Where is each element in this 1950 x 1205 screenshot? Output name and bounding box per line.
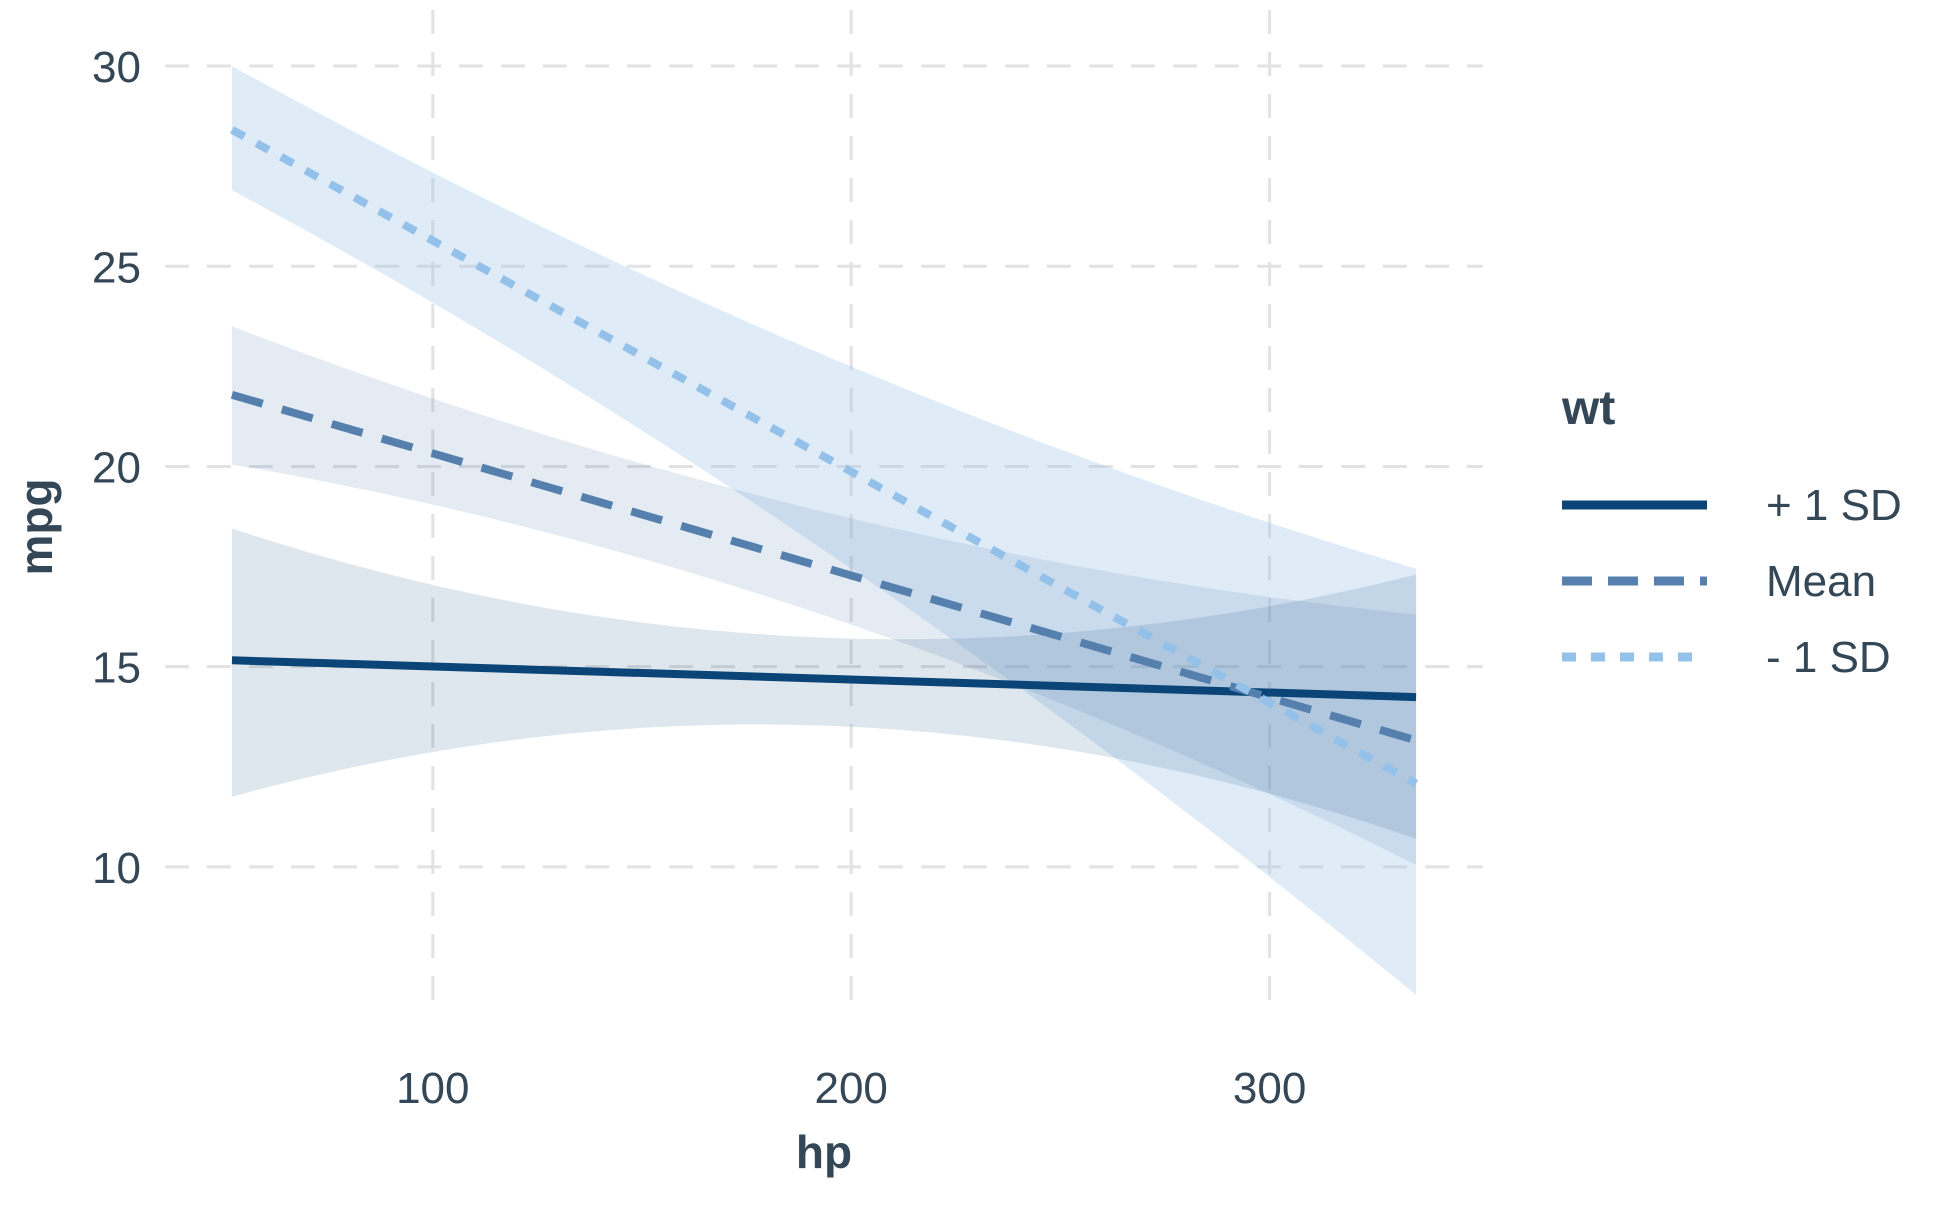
y-tick-label: 20 (92, 443, 141, 492)
legend-title: wt (1561, 382, 1615, 435)
y-axis-title: mpg (10, 478, 62, 575)
x-axis-title: hp (796, 1126, 852, 1178)
y-axis-tick-labels: 30 25 20 15 10 (92, 43, 141, 893)
legend-label: + 1 SD (1766, 481, 1902, 530)
x-tick-label: 200 (814, 1064, 887, 1113)
y-tick-label: 25 (92, 243, 141, 292)
legend-label: Mean (1766, 557, 1876, 606)
confidence-ribbons (231, 66, 1417, 996)
line-+1sd (231, 656, 1417, 702)
line--1sd (230, 126, 1418, 788)
y-tick-label: 15 (92, 644, 141, 693)
ribbon-mean (231, 326, 1417, 865)
x-tick-label: 100 (396, 1064, 469, 1113)
ribbon-+1sd (231, 528, 1417, 839)
legend-item-plus-1sd: + 1 SD (1562, 481, 1902, 530)
legend: wt + 1 SD Mean - 1 SD (1561, 382, 1902, 682)
legend-item-mean: Mean (1562, 557, 1876, 606)
y-tick-label: 30 (92, 43, 141, 92)
y-tick-label: 10 (92, 844, 141, 893)
x-axis-tick-labels: 100 200 300 (396, 1064, 1306, 1113)
ribbon--1sd (231, 66, 1417, 996)
legend-label: - 1 SD (1766, 633, 1891, 682)
regression-lines (230, 126, 1418, 788)
x-tick-label: 300 (1233, 1064, 1306, 1113)
legend-item-minus-1sd: - 1 SD (1562, 633, 1891, 682)
